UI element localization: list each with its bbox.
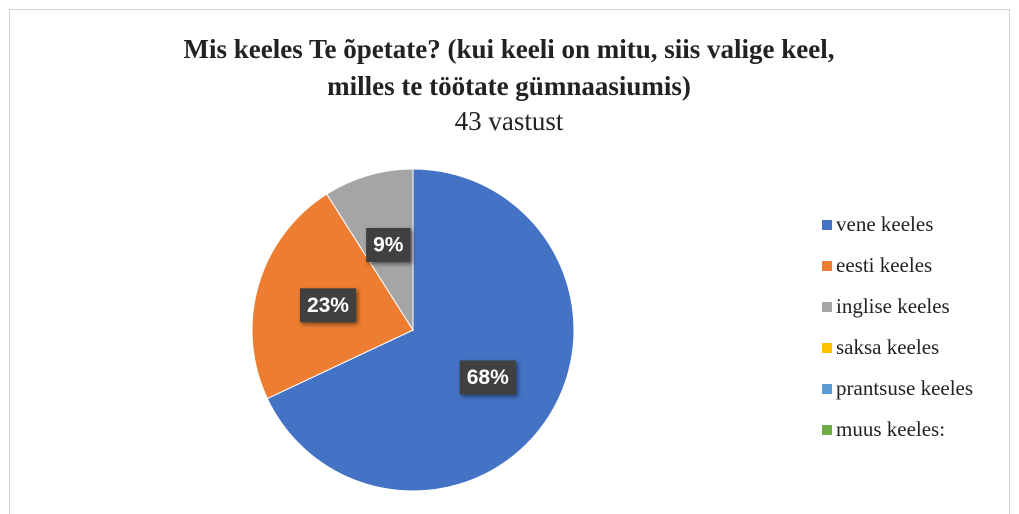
data-label-box [459,360,516,395]
legend-label: eesti keeles [836,253,932,277]
legend-label: vene keeles [836,212,933,236]
legend-label: inglise keeles [836,294,950,318]
data-label-text: 68% [467,366,509,389]
legend-swatch [822,384,832,394]
data-label-text: 9% [373,234,404,257]
chart-subtitle: 43 vastust [455,106,564,136]
chart-title: milles te töötate gümnaasiumis) [327,71,691,101]
legend-label: saksa keeles [836,335,939,359]
chart-title: Mis keeles Te õpetate? (kui keeli on mit… [184,34,835,64]
pie-slice [266,168,575,492]
legend-label: muus keeles: [836,417,945,441]
data-label: 23% [299,288,356,323]
legend-swatch [822,220,832,230]
data-label: 68% [459,360,516,395]
legend-swatch [822,261,832,271]
legend-label: prantsuse keeles [836,376,973,400]
data-label-text: 23% [307,294,349,317]
legend-swatch [822,343,832,353]
data-label: 9% [366,227,411,262]
legend-swatch [822,302,832,312]
data-label-box [299,288,356,323]
legend-swatch [822,425,832,435]
data-label-box [366,227,411,262]
